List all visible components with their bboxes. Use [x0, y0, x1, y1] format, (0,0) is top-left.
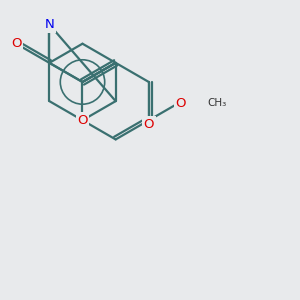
Text: O: O [11, 37, 21, 50]
Text: N: N [44, 18, 54, 31]
Text: CH₃: CH₃ [207, 98, 226, 108]
Text: O: O [144, 118, 154, 131]
Text: O: O [77, 114, 88, 127]
Text: O: O [176, 97, 186, 110]
